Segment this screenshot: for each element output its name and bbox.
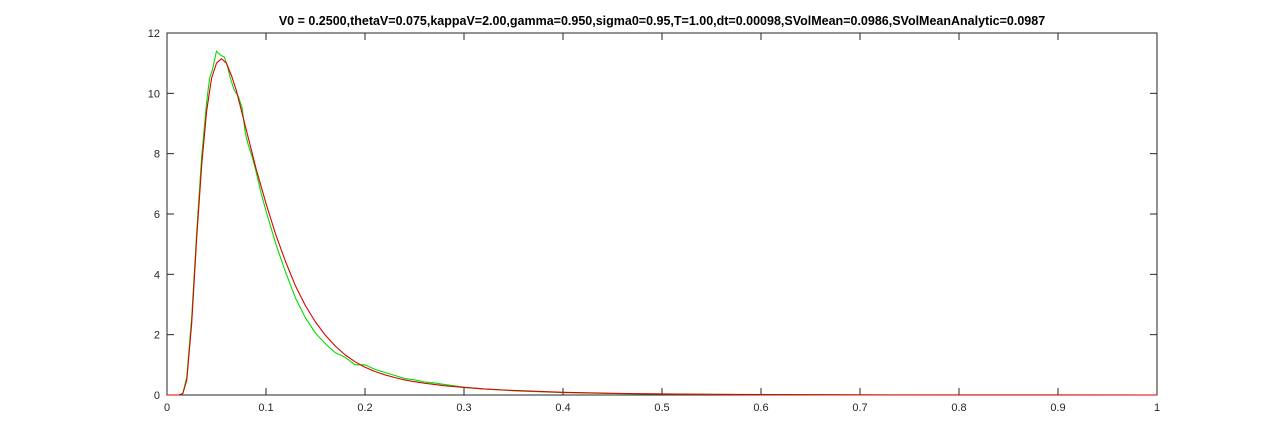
x-tick-label: 1: [1154, 402, 1160, 414]
y-tick-label: 10: [148, 88, 160, 100]
x-tick-label: 0.5: [654, 402, 669, 414]
x-tick-label: 0.2: [357, 402, 372, 414]
y-tick-label: 0: [154, 390, 160, 402]
x-tick-label: 0: [164, 402, 170, 414]
y-tick-label: 2: [154, 330, 160, 342]
x-tick-label: 0.9: [1050, 402, 1065, 414]
y-tick-label: 4: [154, 269, 160, 281]
x-tick-label: 0.6: [753, 402, 768, 414]
plot-area: [166, 32, 1158, 396]
y-tick-label: 12: [148, 28, 160, 40]
series-layer: [167, 50, 1158, 396]
x-tick-label: 0.3: [456, 402, 471, 414]
x-tick-label: 0.4: [555, 402, 570, 414]
y-tick-label: 6: [154, 209, 160, 221]
x-tick-label: 0.8: [951, 402, 966, 414]
series-line-2: [167, 58, 1158, 396]
x-tick-label: 0.7: [852, 402, 867, 414]
y-tick-label: 8: [154, 149, 160, 161]
chart-title: V0 = 0.2500,thetaV=0.075,kappaV=2.00,gam…: [279, 14, 1045, 28]
x-tick-label: 0.1: [258, 402, 273, 414]
